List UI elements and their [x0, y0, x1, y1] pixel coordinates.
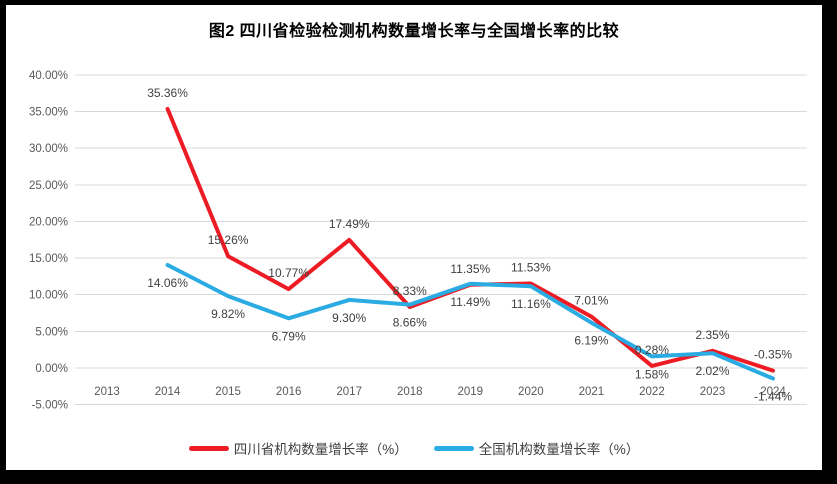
x-axis-tick-label: 2014 — [155, 386, 181, 398]
data-label: 9.82% — [211, 307, 245, 321]
data-label: 10.77% — [268, 266, 309, 280]
x-axis-tick-label: 2021 — [579, 386, 605, 398]
data-label: 7.01% — [574, 294, 608, 308]
y-axis-tick-label: 30.00% — [29, 143, 68, 155]
data-label: 15.26% — [208, 233, 249, 247]
data-label: 2.02% — [695, 364, 729, 378]
data-label: -0.35% — [754, 348, 792, 362]
data-label: 35.36% — [147, 86, 188, 100]
data-label: 11.35% — [450, 262, 490, 276]
data-label: 6.79% — [272, 329, 306, 343]
x-axis-tick-label: 2019 — [458, 386, 484, 398]
legend-label-sichuan: 四川省机构数量增长率（%） — [233, 442, 408, 457]
y-axis-tick-label: 40.00% — [29, 70, 68, 82]
x-axis-tick-label: 2020 — [518, 386, 544, 398]
y-axis-tick-label: 35.00% — [29, 107, 68, 119]
y-axis-tick-label: 5.00% — [35, 326, 68, 338]
x-axis-tick-label: 2018 — [397, 386, 423, 398]
x-axis-tick-label: 2016 — [276, 386, 302, 398]
y-axis-tick-label: 0.00% — [35, 363, 68, 375]
data-label: 11.53% — [511, 261, 551, 275]
legend-label-national: 全国机构数量增长率（%） — [478, 442, 640, 457]
y-axis-tick-label: -5.00% — [32, 400, 68, 412]
data-label: 8.66% — [393, 316, 427, 330]
data-label: 0.28% — [635, 343, 669, 357]
x-axis-tick-label: 2017 — [336, 386, 362, 398]
data-label: 9.30% — [332, 311, 366, 325]
chart-legend: 四川省机构数量增长率（%） 全国机构数量增长率（%） — [6, 436, 822, 460]
chart-frame: 图2 四川省检验检测机构数量增长率与全国增长率的比较 40.00% 35.00% 3… — [6, 5, 822, 470]
legend-line-swatch-blue — [433, 445, 474, 451]
x-axis-tick-label: 2015 — [215, 386, 241, 398]
data-label: 11.49% — [450, 295, 490, 309]
legend-line-swatch-red — [188, 445, 229, 451]
series-line-1 — [165, 263, 775, 381]
data-label: 2.35% — [695, 328, 729, 342]
data-label: 6.19% — [574, 334, 608, 348]
y-axis-tick-label: 15.00% — [29, 253, 68, 265]
legend-item-sichuan: 四川省机构数量增长率（%） — [188, 438, 408, 458]
data-label: 1.58% — [635, 367, 669, 381]
y-axis-tick-label: 10.00% — [29, 290, 68, 302]
y-axis-tick-label: 25.00% — [29, 180, 68, 192]
data-label: 17.49% — [329, 217, 370, 231]
data-label: 11.16% — [511, 297, 551, 311]
data-label: -1.44% — [754, 390, 792, 404]
y-axis-tick-label: 20.00% — [29, 216, 68, 228]
data-label: 8.33% — [393, 284, 427, 298]
x-axis-tick-label: 2022 — [639, 386, 665, 398]
legend-item-national: 全国机构数量增长率（%） — [433, 438, 640, 458]
x-axis-tick-label: 2024 — [760, 386, 786, 398]
data-label: 14.06% — [147, 276, 188, 290]
x-axis-tick-label: 2023 — [700, 386, 726, 398]
x-axis-tick-label: 2013 — [94, 386, 120, 398]
line-chart: 40.00% 35.00% 30.00% 25.00% 20.00% 15.00% 10.0… — [29, 70, 807, 412]
chart-title: 图2 四川省检验检测机构数量增长率与全国增长率的比较 — [208, 23, 620, 40]
